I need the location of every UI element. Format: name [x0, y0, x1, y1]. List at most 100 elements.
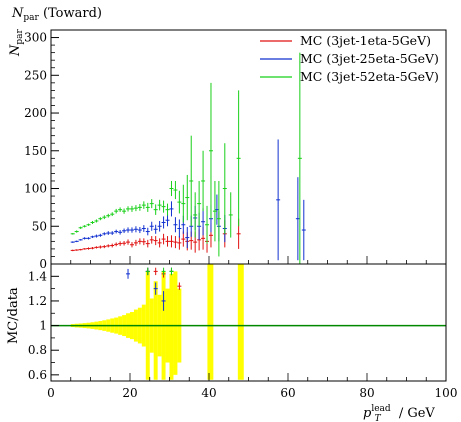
legend: MC (3jet-1eta-5GeV) MC (3jet-25eta-5GeV)…: [260, 33, 439, 84]
data-point: [145, 202, 150, 212]
x-tick-label-0: 0: [47, 386, 55, 400]
data-point: [212, 180, 217, 242]
data-point: [193, 192, 198, 238]
data-point: [129, 227, 134, 233]
data-point: [102, 245, 107, 249]
data-point: [70, 249, 75, 252]
series-mc-3jet-25eta-5gev: [70, 139, 306, 261]
data-point: [149, 236, 154, 244]
data-point: [114, 208, 119, 214]
data-point: [122, 240, 127, 246]
x-tick-label-40: 40: [201, 386, 216, 400]
data-point: [201, 150, 206, 212]
data-point: [114, 242, 119, 247]
data-point: [110, 212, 115, 217]
data-point: [137, 203, 142, 211]
band-bin: [207, 264, 214, 380]
data-point: [106, 213, 111, 218]
x-tick-label-80: 80: [359, 386, 374, 400]
data-point: [169, 180, 174, 197]
data-point: [161, 233, 166, 245]
ratio-y-tick-label-0.6: 0.6: [28, 368, 47, 382]
data-point: [214, 194, 219, 225]
data-point: [94, 234, 99, 238]
data-point: [145, 227, 150, 236]
data-point: [78, 239, 83, 241]
x-axis-label: plead T / GeV: [363, 404, 435, 422]
x-tick-label-100: 100: [435, 386, 458, 400]
data-point: [126, 227, 131, 233]
data-point: [90, 220, 95, 224]
data-point: [276, 139, 281, 261]
data-point: [301, 199, 306, 261]
legend-label-52eta: MC (3jet-52eta-5GeV): [300, 69, 439, 84]
data-point: [173, 217, 178, 233]
data-point: [114, 229, 119, 234]
legend-label-1eta: MC (3jet-1eta-5GeV): [300, 33, 431, 48]
data-point: [98, 233, 103, 237]
ratio-y-tick-label-1: 1: [39, 319, 47, 333]
data-point: [197, 180, 202, 227]
top-y-axis: 0 50 100 150 200 250 300: [24, 31, 59, 271]
data-point: [185, 174, 190, 221]
data-point: [189, 135, 194, 227]
ratio-point: [161, 291, 166, 311]
ratio-point: [126, 268, 131, 279]
ratio-y-tick-label-0.8: 0.8: [28, 343, 47, 357]
data-point: [98, 217, 103, 221]
data-point: [133, 205, 138, 212]
data-point: [205, 205, 210, 244]
data-point: [236, 90, 241, 227]
data-point: [153, 224, 158, 234]
data-point: [82, 225, 87, 228]
top-y-axis-label: Npar: [8, 28, 25, 57]
data-point: [78, 226, 83, 229]
top-panel: 0 50 100 150 200 250 300 Npar MC (3jet-1eta-5G…: [8, 28, 447, 271]
data-point: [161, 216, 166, 229]
data-point: [82, 237, 87, 240]
data-point: [74, 249, 79, 251]
data-point: [228, 192, 233, 238]
data-point: [295, 177, 300, 261]
data-point: [165, 236, 170, 247]
data-point: [126, 239, 131, 245]
data-point: [110, 231, 115, 235]
ratio-y-tick-label-1.4: 1.4: [28, 269, 47, 283]
ratio-y-tick-label-1.2: 1.2: [28, 294, 47, 308]
data-point: [222, 143, 227, 234]
data-point: [94, 246, 99, 249]
band-bin: [169, 273, 174, 380]
ratio-point: [169, 267, 174, 276]
data-point: [169, 201, 174, 217]
top-y-tick-label-150: 150: [24, 144, 47, 158]
data-point: [153, 236, 158, 246]
data-point: [297, 52, 302, 264]
data-point: [70, 233, 75, 235]
ratio-point: [153, 282, 158, 295]
data-point: [161, 200, 166, 213]
data-point: [94, 219, 99, 223]
x-tick-label-20: 20: [122, 386, 137, 400]
top-y-tick-label-0: 0: [39, 257, 47, 271]
data-point: [173, 236, 178, 249]
top-y-tick-label-200: 200: [24, 106, 47, 120]
data-point: [98, 245, 103, 249]
top-x-axis-ticks: [50, 256, 447, 264]
data-point: [78, 248, 83, 251]
data-point: [102, 232, 107, 236]
x-tick-label-60: 60: [280, 386, 295, 400]
data-point: [122, 228, 127, 234]
data-point: [137, 238, 142, 245]
data-point: [90, 235, 95, 238]
data-point: [86, 237, 91, 240]
data-point: [141, 238, 146, 246]
ratio-series-mc-3jet-52eta-5gev: [145, 267, 174, 276]
data-point: [216, 180, 221, 257]
ratio-uncertainty-band: [70, 264, 244, 380]
data-point: [169, 235, 174, 248]
data-point: [165, 214, 170, 227]
data-point: [133, 239, 138, 246]
data-point: [133, 226, 138, 233]
data-point: [122, 208, 127, 214]
bottom-x-axis: 0 20 40 60 80 100: [47, 373, 457, 400]
